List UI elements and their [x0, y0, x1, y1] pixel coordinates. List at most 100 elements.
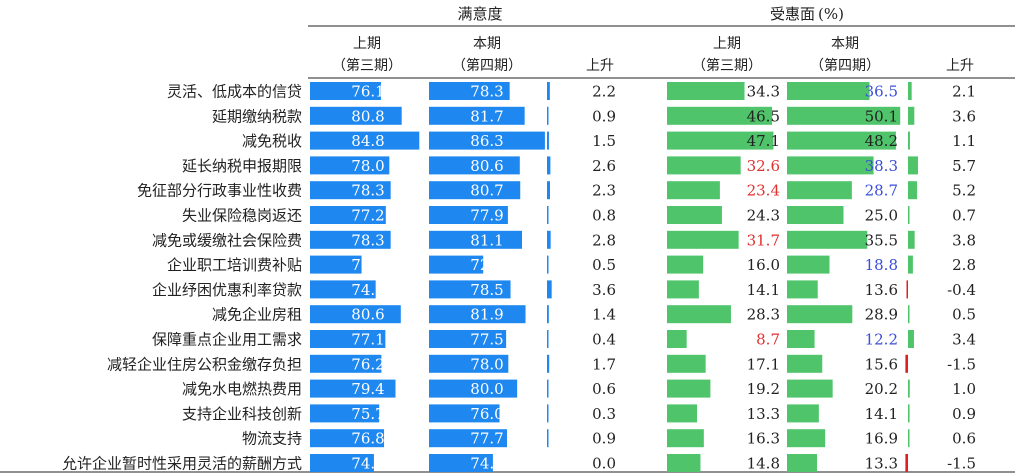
cov-prev-value: 28.3 — [747, 306, 780, 324]
cov-curr-value: 16.9 — [865, 430, 898, 448]
cov-change-value: 3.6 — [952, 107, 976, 125]
cov-prev-bar — [667, 330, 687, 348]
cov-curr-value: 35.5 — [865, 231, 898, 249]
table-row: 减免税收 84.8 86.3 1.5 47.1 48.2 1.1 — [242, 131, 976, 150]
sat-prev-bar — [310, 206, 386, 224]
cov-curr-bar — [787, 230, 868, 249]
sat-change-value: 0.3 — [592, 405, 616, 423]
cov-curr-value: 15.6 — [865, 355, 898, 373]
cov-change-value: 5.2 — [952, 182, 976, 200]
cov-curr-bar — [787, 429, 826, 448]
sat-curr-bar — [429, 82, 510, 100]
cov-curr-value: 50.1 — [865, 107, 898, 125]
cov-change-bar — [908, 330, 914, 348]
sat-change-bar — [547, 305, 549, 324]
header-sat-prev-line2: （第三期） — [332, 57, 402, 74]
cov-change-bar — [908, 206, 910, 224]
sat-change-value: 1.4 — [592, 306, 616, 324]
row-label: 支持企业科技创新 — [182, 405, 302, 423]
sat-change-bar — [547, 181, 550, 200]
cov-prev-bar — [667, 82, 745, 100]
cov-prev-bar — [667, 354, 706, 373]
header-cov-curr-line1: 本期 — [831, 36, 859, 52]
cov-change-bar — [908, 429, 910, 448]
cov-prev-value: 14.1 — [747, 281, 780, 299]
cov-curr-bar — [787, 379, 833, 398]
sat-prev-value: 78.3 — [351, 231, 384, 249]
sat-curr-bar — [429, 305, 526, 324]
group-title-coverage-label: 受惠面 — [770, 5, 815, 23]
cov-curr-bar — [787, 181, 852, 200]
sat-change-bar — [547, 280, 552, 299]
cov-change-bar — [908, 305, 910, 324]
cov-prev-value: 47.1 — [747, 132, 780, 150]
cov-prev-bar — [667, 280, 699, 299]
row-label: 减免或缓缴社会保险费 — [152, 231, 302, 249]
row-label: 保障重点企业用工需求 — [152, 331, 302, 349]
sat-prev-value: 74.5 — [351, 455, 384, 473]
sat-change-value: 2.3 — [592, 182, 616, 200]
cov-curr-value: 12.2 — [865, 331, 898, 349]
sat-change-bar — [547, 156, 551, 175]
cov-prev-value: 34.3 — [747, 83, 780, 101]
cov-prev-bar — [667, 206, 722, 224]
sat-change-value: 0.6 — [592, 380, 616, 398]
cov-change-bar — [906, 280, 908, 299]
cov-curr-bar — [787, 404, 819, 423]
sat-prev-value: 77.1 — [351, 331, 384, 349]
sat-change-bar — [547, 106, 549, 125]
cov-change-value: 2.8 — [952, 256, 976, 274]
sat-change-value: 2.6 — [592, 157, 616, 175]
sat-prev-bar — [310, 156, 390, 175]
sat-change-bar — [547, 379, 549, 398]
sat-change-value: 0.9 — [592, 430, 616, 448]
table-row: 企业职工培训费补贴 71.7 72.3 0.5 16.0 18.8 2.8 — [167, 255, 976, 274]
cov-prev-value: 16.0 — [747, 256, 780, 274]
row-label: 灵活、低成本的信贷 — [167, 83, 302, 101]
table-row: 灵活、低成本的信贷 76.1 78.3 2.2 34.3 36.5 2.1 — [167, 82, 976, 101]
row-label: 减免水电燃热费用 — [182, 380, 302, 398]
sat-curr-bar — [429, 330, 507, 348]
group-title-coverage-unit: (%) — [818, 5, 844, 23]
sat-prev-value: 77.2 — [351, 207, 384, 225]
cov-prev-value: 32.6 — [747, 157, 780, 175]
cov-curr-value: 20.2 — [865, 380, 898, 398]
sat-prev-value: 71.7 — [351, 256, 384, 274]
cov-change-bar — [908, 404, 910, 423]
cov-curr-value: 25.0 — [865, 207, 898, 225]
cov-curr-value: 36.5 — [865, 83, 898, 101]
sat-prev-value: 76.2 — [351, 355, 384, 373]
cov-change-value: 0.7 — [952, 207, 976, 225]
sat-curr-value: 80.7 — [470, 182, 503, 200]
sat-change-bar — [547, 131, 549, 150]
sat-curr-bar — [429, 206, 508, 224]
table-row: 减免或缓缴社会保险费 78.3 81.1 2.8 31.7 35.5 3.8 — [152, 230, 976, 249]
sat-curr-bar — [429, 280, 511, 299]
cov-change-value: -0.4 — [947, 281, 976, 299]
cov-change-bar — [908, 181, 918, 200]
table-row: 免征部分行政事业性收费 78.3 80.7 2.3 23.4 28.7 5.2 — [137, 181, 976, 200]
sat-change-value: 1.5 — [592, 132, 616, 150]
header-cov-prev-line1: 上期 — [713, 36, 741, 52]
cov-curr-bar — [787, 255, 830, 274]
row-label: 减免企业房租 — [212, 306, 302, 324]
sat-change-value: 2.8 — [592, 231, 616, 249]
row-label: 物流支持 — [242, 430, 302, 448]
row-label: 企业纾困优惠利率贷款 — [152, 281, 302, 299]
cov-curr-bar — [787, 106, 901, 125]
sat-prev-bar — [310, 330, 386, 348]
cov-curr-value: 28.7 — [865, 182, 898, 200]
cov-change-bar — [908, 230, 915, 249]
row-label: 允许企业暂时性采用灵活的薪酬方式 — [62, 455, 302, 473]
header-cov-change: 上升 — [946, 58, 974, 74]
cov-change-bar — [908, 379, 910, 398]
table-body: 灵活、低成本的信贷 76.1 78.3 2.2 34.3 36.5 2.1 延期缴纳税款 80.… — [62, 82, 976, 473]
sat-curr-value: 77.9 — [470, 207, 503, 225]
sat-prev-bar — [310, 404, 380, 423]
header-sat-change: 上升 — [586, 58, 614, 74]
sat-prev-value: 78.0 — [351, 157, 384, 175]
sat-curr-value: 78.0 — [470, 355, 503, 373]
table-row: 延期缴纳税款 80.8 81.7 0.9 46.5 50.1 3.6 — [212, 106, 976, 125]
cov-curr-bar — [787, 354, 823, 373]
sat-prev-value: 84.8 — [351, 132, 384, 150]
